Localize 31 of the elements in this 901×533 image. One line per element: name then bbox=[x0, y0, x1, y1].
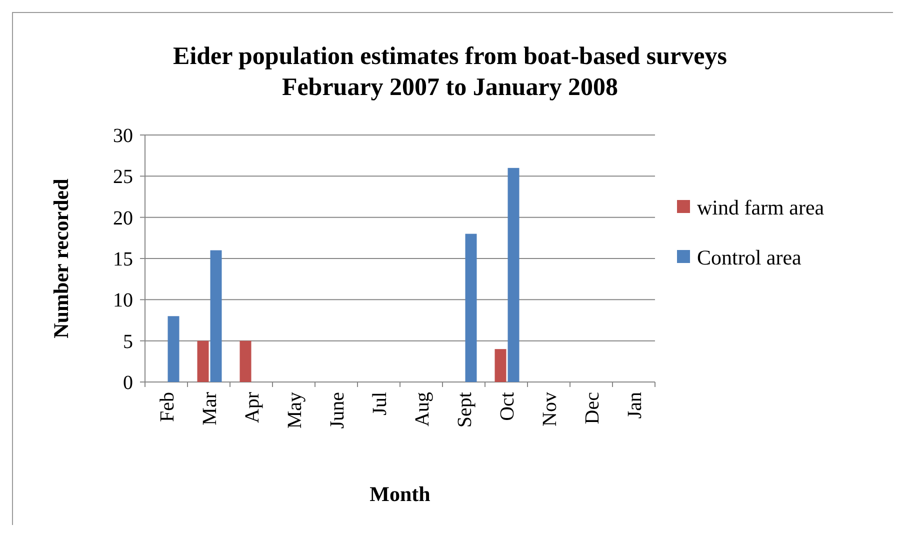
x-tick-label: Mar bbox=[198, 392, 221, 426]
y-tick-label: 20 bbox=[113, 207, 133, 230]
x-tick-label: May bbox=[284, 392, 306, 429]
legend-label: wind farm area bbox=[697, 195, 825, 220]
x-tick-label: Dec bbox=[581, 392, 604, 424]
legend-label: Control area bbox=[697, 245, 802, 270]
bar bbox=[240, 340, 252, 382]
x-tick-label: June bbox=[326, 392, 348, 429]
bar bbox=[508, 168, 520, 382]
bar bbox=[168, 316, 180, 382]
y-tick-label: 10 bbox=[113, 290, 133, 312]
y-tick-label: 0 bbox=[123, 372, 133, 394]
bar bbox=[210, 250, 222, 382]
bar bbox=[465, 234, 477, 382]
x-tick-label: Feb bbox=[156, 392, 178, 422]
x-axis-title: Month bbox=[370, 482, 431, 506]
y-tick-label: 15 bbox=[113, 248, 133, 270]
y-axis-title: Number recorded bbox=[49, 178, 73, 338]
chart-title: Eider population estimates from boat-based surveys February 2007 to January 2008 bbox=[173, 43, 728, 101]
y-tick-label: 30 bbox=[113, 125, 133, 147]
x-tick-label: Aug bbox=[411, 392, 434, 426]
x-tick-label: Sept bbox=[454, 392, 476, 428]
x-tick-label: Nov bbox=[538, 392, 561, 426]
bar bbox=[197, 340, 209, 382]
x-tick-label: Jul bbox=[368, 392, 391, 416]
x-tick-label: Apr bbox=[241, 392, 264, 424]
x-tick-label: Oct bbox=[496, 392, 518, 421]
y-tick-label: 25 bbox=[113, 166, 133, 188]
x-tick-label: Jan bbox=[624, 392, 646, 419]
bar bbox=[494, 349, 506, 382]
y-tick-label: 5 bbox=[123, 330, 133, 353]
